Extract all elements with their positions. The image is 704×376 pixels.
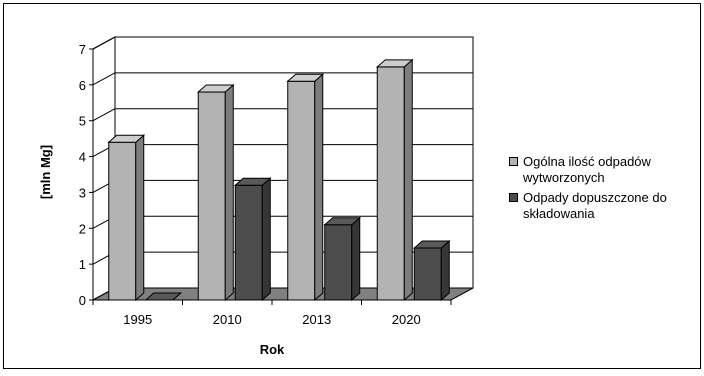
- x-tick-label: 2013: [302, 312, 331, 327]
- gridline-side: [92, 108, 116, 122]
- y-tick-label: 5: [79, 114, 86, 129]
- y-tick-label: 3: [79, 185, 86, 200]
- gridline-side: [92, 72, 116, 86]
- bar: [234, 184, 263, 301]
- y-tick-label: 7: [79, 42, 86, 57]
- y-tick-label: 6: [79, 78, 86, 93]
- bar-side: [261, 177, 271, 302]
- x-tick-label: 2010: [213, 312, 242, 327]
- bar-top: [233, 177, 272, 186]
- bar: [108, 141, 137, 301]
- bar-top: [144, 292, 183, 301]
- bar: [376, 66, 405, 301]
- x-axis-title: Rok: [260, 342, 285, 357]
- bar-top: [323, 217, 362, 226]
- y-tick-label: 1: [79, 257, 86, 272]
- bar-top: [412, 240, 451, 249]
- bar-side: [314, 73, 324, 302]
- legend-swatch-total-waste: [509, 157, 518, 166]
- legend-swatch-landfilled-waste: [509, 193, 518, 202]
- bar-side: [135, 134, 145, 302]
- y-tick-label: 0: [79, 293, 86, 308]
- bar: [324, 224, 353, 301]
- bar: [413, 247, 442, 301]
- y-tick-label: 4: [79, 150, 86, 165]
- bar-top: [286, 73, 325, 82]
- y-tick-label: 2: [79, 221, 86, 236]
- bar: [287, 80, 316, 301]
- x-tick-label: 1995: [123, 312, 152, 327]
- legend-label-line2: składowania: [523, 206, 595, 221]
- legend-label-line1: Odpady dopuszczone do: [523, 190, 667, 205]
- bar-top: [196, 84, 235, 93]
- legend: Ogólna ilość odpadów wytworzonych Odpady…: [509, 154, 704, 226]
- x-tick-label: 2020: [392, 312, 421, 327]
- bar-side: [440, 239, 450, 302]
- gridline-side: [92, 36, 116, 50]
- legend-item-landfilled-waste: Odpady dopuszczone do składowania: [509, 190, 704, 222]
- bar-side: [403, 58, 413, 302]
- bar-top: [107, 134, 146, 143]
- legend-item-total-waste: Ogólna ilość odpadów wytworzonych: [509, 154, 704, 186]
- bar-side: [224, 83, 234, 302]
- legend-label-line1: Ogólna ilość odpadów: [523, 154, 651, 169]
- bar-side: [351, 216, 361, 302]
- y-axis-title: [mln Mg]: [38, 145, 53, 199]
- bar: [197, 91, 226, 301]
- legend-label-line2: wytworzonych: [523, 170, 605, 185]
- bar-top: [375, 59, 414, 68]
